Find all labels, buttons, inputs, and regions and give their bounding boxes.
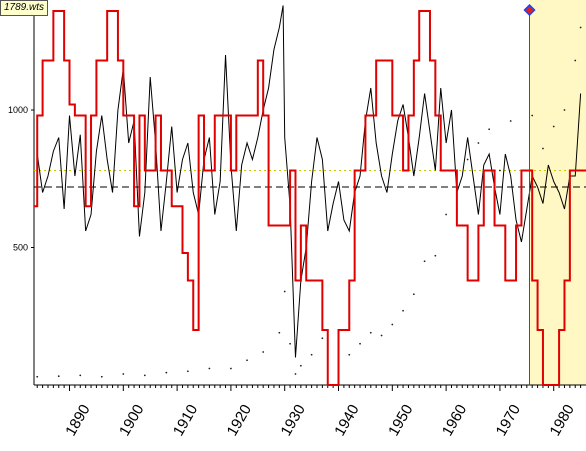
data-point: [294, 373, 297, 375]
data-point: [579, 26, 582, 29]
data-point: [369, 331, 372, 334]
data-point: [509, 120, 512, 122]
data-point: [563, 109, 566, 111]
data-point: [299, 364, 302, 367]
file-name-tag: 1789.wts: [0, 0, 49, 16]
series-step-line: [34, 10, 586, 386]
data-point: [230, 367, 232, 370]
data-point: [186, 370, 189, 373]
data-point: [531, 114, 534, 117]
data-point: [100, 375, 103, 378]
data-point: [423, 260, 426, 263]
data-point: [445, 213, 448, 216]
x-tick-label: 1900: [116, 402, 147, 439]
data-point: [477, 142, 480, 144]
data-point: [143, 374, 146, 377]
x-tick-label: 1970: [493, 402, 524, 439]
x-tick-label: 1940: [331, 402, 362, 439]
data-point: [310, 353, 313, 356]
data-point: [283, 290, 286, 293]
data-point: [122, 373, 125, 375]
y-tick-label: 1000: [8, 105, 28, 115]
data-point: [488, 128, 491, 131]
data-point: [499, 169, 501, 172]
data-point: [359, 342, 361, 345]
x-tick-label: 1930: [277, 402, 308, 439]
data-point: [552, 125, 555, 128]
data-point: [246, 359, 248, 362]
data-point: [262, 351, 265, 353]
data-point: [165, 371, 168, 374]
x-tick-label: 1950: [385, 402, 416, 439]
x-tick-label: 1920: [224, 402, 255, 439]
y-tick-label: 500: [13, 243, 28, 253]
data-point: [79, 374, 82, 377]
x-tick-label: 1910: [170, 402, 201, 439]
data-point: [412, 293, 415, 296]
data-point: [402, 309, 404, 312]
x-tick-label: 1980: [546, 402, 577, 439]
x-tick-label: 1890: [62, 402, 93, 439]
data-point: [57, 375, 60, 378]
data-point: [348, 353, 351, 356]
data-point: [289, 342, 291, 345]
data-point: [542, 147, 544, 150]
data-point: [321, 337, 324, 340]
data-point: [574, 59, 577, 62]
data-point: [36, 375, 39, 378]
time-marker-handle: [523, 3, 536, 17]
data-point: [466, 158, 469, 161]
data-point: [391, 323, 394, 326]
data-point: [208, 367, 211, 370]
data-point: [380, 334, 383, 337]
data-point: [434, 254, 437, 257]
x-tick-label: 1960: [439, 402, 470, 439]
data-point: [278, 331, 281, 334]
